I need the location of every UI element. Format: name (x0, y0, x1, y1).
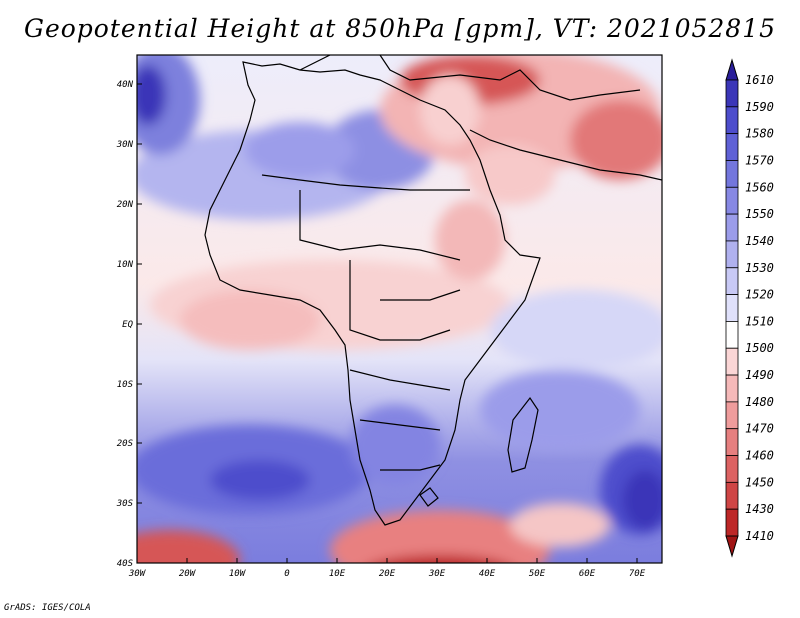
coastlines (204, 55, 662, 526)
colorbar-label: 1450 (745, 475, 774, 489)
colorbar-swatch (725, 160, 739, 188)
lon-label: 30W (128, 569, 147, 579)
lon-label: 20W (179, 569, 197, 579)
colorbar-swatch (725, 106, 739, 135)
colorbar-swatch (725, 267, 739, 295)
colorbar-label: 1590 (745, 100, 774, 114)
colorbar-swatch (725, 321, 739, 349)
colorbar-swatch (725, 213, 739, 242)
lat-label: 30S (116, 499, 134, 509)
lat-label: 20S (117, 439, 134, 449)
colorbar-swatch (725, 508, 739, 537)
map-frame (136, 54, 663, 564)
colorbar-swatch (725, 240, 739, 269)
colorbar-label: 1490 (745, 368, 774, 382)
colorbar-swatch (725, 401, 739, 430)
colorbar-label: 1580 (745, 127, 774, 141)
lat-label: 10S (117, 380, 134, 390)
colorbar-label: 1530 (745, 261, 774, 275)
lat-label: 40N (117, 80, 134, 90)
colorbar-swatch (725, 347, 739, 376)
grads-credit: GrADS: IGES/COLA (4, 603, 91, 613)
lat-label: 20N (117, 200, 134, 210)
colorbar-label: 1610 (745, 73, 774, 87)
colorbar-swatch (725, 428, 739, 456)
colorbar-max-arrow (725, 58, 739, 81)
lon-label: 20E (379, 569, 396, 579)
colorbar-swatch (725, 455, 739, 483)
colorbar-label: 1460 (745, 449, 774, 463)
colorbar-label: 1510 (745, 314, 774, 328)
lon-label: 0 (284, 569, 289, 579)
lat-label: 30N (116, 140, 134, 150)
colorbar-label: 1550 (745, 207, 774, 221)
chart-title: Geopotential Height at 850hPa [gpm], VT:… (23, 14, 777, 43)
colorbar-swatch (725, 481, 739, 510)
colorbar-label: 1520 (745, 288, 774, 302)
colorbar-swatch (725, 79, 739, 108)
colorbar-label: 1430 (745, 502, 774, 516)
lon-label: 10W (229, 569, 247, 579)
colorbar-swatch (725, 186, 739, 215)
height-field (137, 55, 662, 563)
lon-label: 70E (629, 569, 646, 579)
colorbar-swatch (725, 374, 739, 403)
lat-label: 10N (117, 260, 134, 270)
lon-label: 40E (479, 569, 496, 579)
lon-label: 30E (428, 569, 446, 579)
colorbar-label: 1470 (745, 422, 774, 436)
lat-label: 40S (117, 559, 134, 569)
lat-label: EQ (122, 320, 133, 330)
colorbar-swatch (725, 133, 739, 161)
colorbar-min-arrow (725, 535, 739, 558)
colorbar-label: 1410 (745, 529, 774, 543)
colorbar: 1610 1590 1580 1570 1560 1550 1540 1530 1520 1510… (725, 58, 774, 558)
colorbar-label: 1540 (745, 234, 774, 248)
colorbar-swatch (725, 294, 739, 322)
colorbar-label: 1560 (745, 180, 774, 194)
colorbar-label: 1480 (745, 395, 774, 409)
lon-label: 50E (529, 569, 546, 579)
lon-label: 60E (579, 569, 596, 579)
lon-label: 10E (329, 569, 346, 579)
colorbar-label: 1500 (745, 341, 774, 355)
colorbar-label: 1570 (745, 153, 774, 167)
